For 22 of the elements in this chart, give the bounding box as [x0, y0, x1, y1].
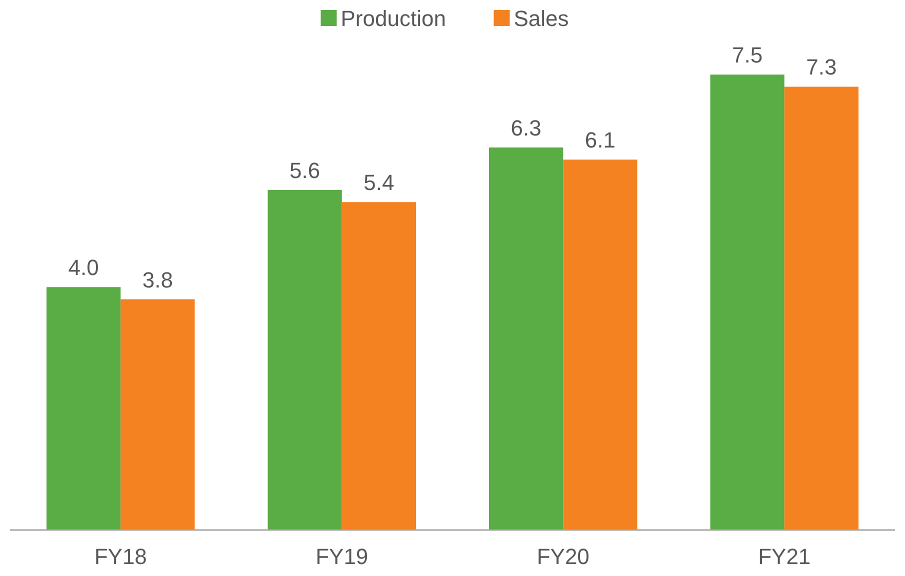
data-label: 6.1: [584, 128, 616, 153]
bar: [120, 299, 195, 530]
x-tick-label: FY18: [94, 544, 147, 569]
bar: [342, 202, 416, 530]
bar: [268, 190, 342, 530]
x-tick-label: FY20: [536, 544, 590, 569]
data-label: 5.4: [364, 170, 394, 196]
bar: [46, 287, 121, 530]
bar: [563, 160, 638, 530]
data-label: 7.3: [806, 54, 837, 80]
x-tick-label: FY21: [758, 544, 811, 569]
data-label: 6.3: [510, 115, 542, 140]
x-tick-label: FY19: [316, 544, 368, 569]
bar: [489, 147, 564, 530]
legend-label: Production: [340, 6, 446, 31]
data-label: 7.5: [732, 42, 763, 68]
bar: [710, 74, 784, 530]
data-label: 5.6: [290, 158, 320, 183]
legend-label: Sales: [514, 6, 569, 31]
data-label: 4.0: [68, 255, 99, 280]
bar: [784, 86, 858, 530]
data-label: 3.8: [142, 267, 173, 292]
